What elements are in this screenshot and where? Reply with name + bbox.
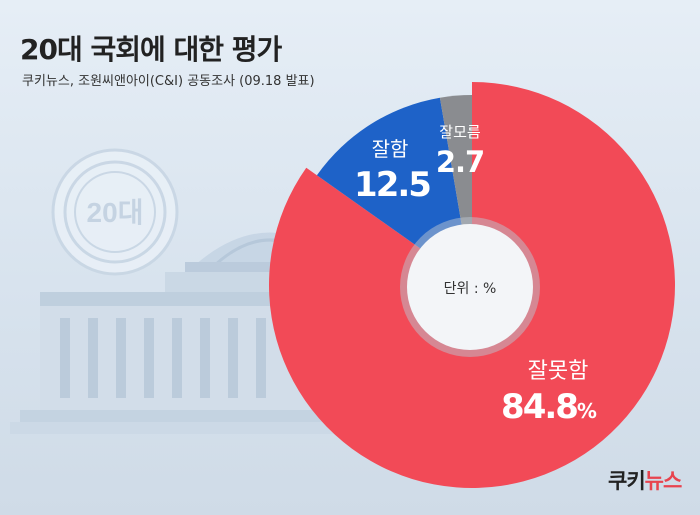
label-bad-name: 잘못함	[528, 359, 589, 384]
page-title: 20대 국회에 대한 평가	[20, 33, 282, 66]
logo-part-1: 쿠키	[608, 469, 646, 493]
label-unknown-name: 잘모름	[439, 123, 481, 141]
emblem-text: 20대	[87, 197, 144, 228]
logo-part-2: 뉴스	[644, 469, 683, 493]
emblem-icon: 20대	[51, 148, 179, 276]
kukinews-logo: 쿠키뉴스	[608, 465, 683, 495]
label-bad-value: 84.8%	[501, 387, 597, 427]
center-circle	[407, 224, 533, 350]
label-unknown-value: 2.7	[436, 145, 484, 179]
page-subtitle: 쿠키뉴스, 조원씨앤아이(C&I) 공동조사 (09.18 발표)	[22, 74, 315, 89]
unit-label: 단위 : %	[444, 281, 497, 297]
label-good-name: 잘함	[372, 137, 409, 161]
label-good-value: 12.5	[354, 165, 430, 205]
